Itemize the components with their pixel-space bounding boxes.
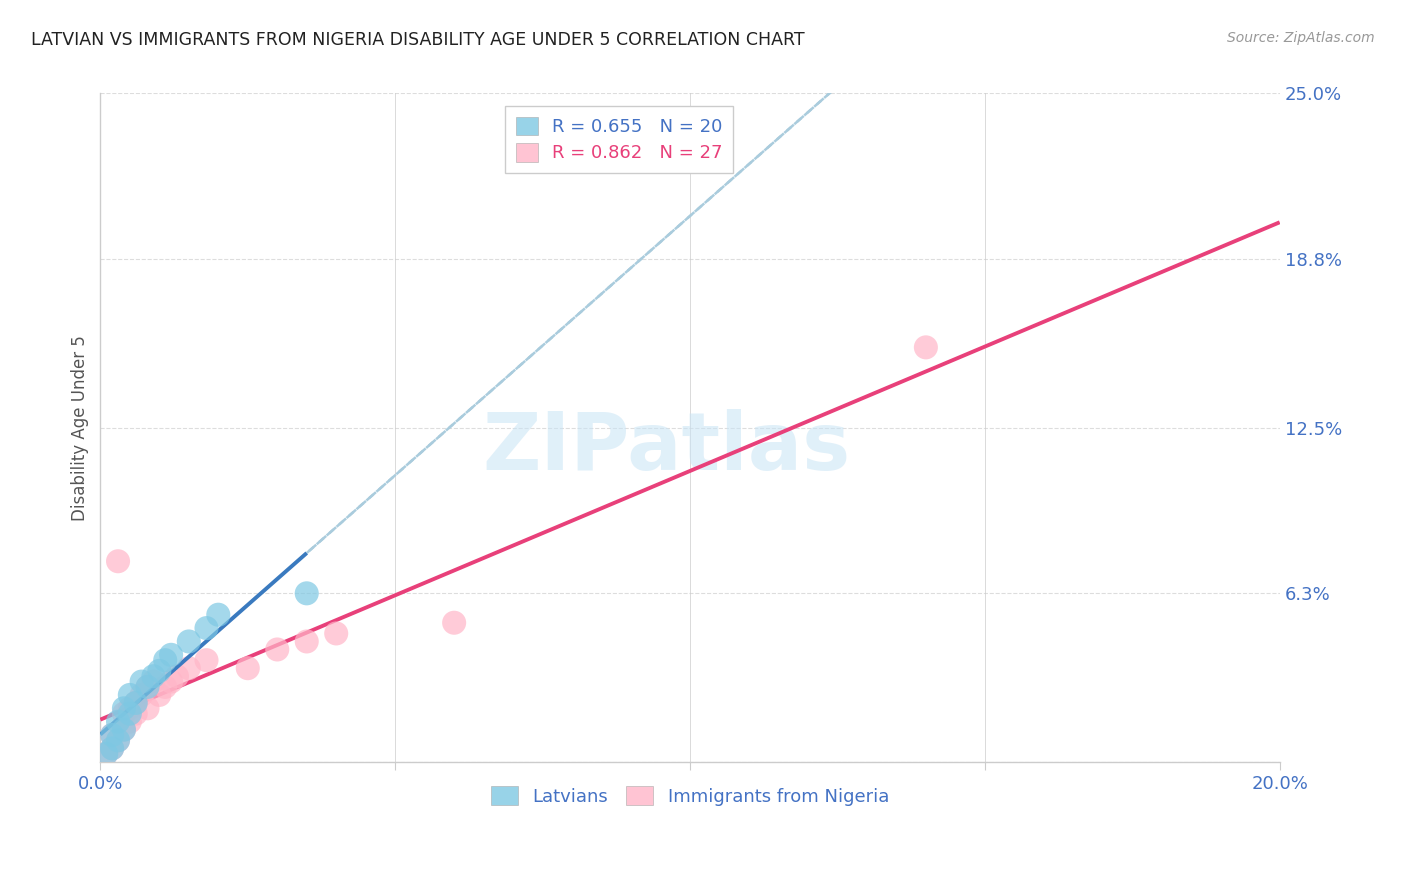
Point bbox=[101, 728, 124, 742]
Point bbox=[195, 653, 218, 667]
Point bbox=[142, 669, 165, 683]
Point bbox=[96, 747, 118, 761]
Point bbox=[325, 626, 347, 640]
Point bbox=[118, 688, 141, 702]
Text: ZIPatlas: ZIPatlas bbox=[482, 409, 851, 487]
Point bbox=[112, 701, 135, 715]
Point bbox=[101, 741, 124, 756]
Legend: Latvians, Immigrants from Nigeria: Latvians, Immigrants from Nigeria bbox=[484, 779, 897, 813]
Y-axis label: Disability Age Under 5: Disability Age Under 5 bbox=[72, 334, 89, 521]
Point bbox=[118, 714, 141, 729]
Point bbox=[160, 648, 183, 662]
Point bbox=[207, 607, 229, 622]
Point bbox=[107, 554, 129, 568]
Point bbox=[112, 723, 135, 737]
Point bbox=[107, 733, 129, 747]
Point bbox=[155, 653, 177, 667]
Point bbox=[295, 634, 318, 648]
Point bbox=[125, 706, 148, 721]
Point bbox=[266, 642, 288, 657]
Point bbox=[125, 696, 148, 710]
Point bbox=[107, 714, 129, 729]
Point bbox=[136, 701, 159, 715]
Point bbox=[101, 728, 124, 742]
Point bbox=[195, 621, 218, 635]
Point bbox=[118, 706, 141, 721]
Point bbox=[112, 706, 135, 721]
Point bbox=[112, 723, 135, 737]
Point bbox=[177, 661, 200, 675]
Point bbox=[160, 674, 183, 689]
Text: Source: ZipAtlas.com: Source: ZipAtlas.com bbox=[1227, 31, 1375, 45]
Point bbox=[148, 688, 170, 702]
Point bbox=[118, 701, 141, 715]
Point bbox=[166, 669, 188, 683]
Point bbox=[131, 674, 153, 689]
Text: LATVIAN VS IMMIGRANTS FROM NIGERIA DISABILITY AGE UNDER 5 CORRELATION CHART: LATVIAN VS IMMIGRANTS FROM NIGERIA DISAB… bbox=[31, 31, 804, 49]
Point bbox=[96, 747, 118, 761]
Point bbox=[125, 696, 148, 710]
Point bbox=[136, 680, 159, 694]
Point bbox=[136, 680, 159, 694]
Point bbox=[101, 741, 124, 756]
Point bbox=[236, 661, 259, 675]
Point bbox=[295, 586, 318, 600]
Point bbox=[915, 340, 938, 354]
Point bbox=[155, 680, 177, 694]
Point bbox=[131, 688, 153, 702]
Point bbox=[107, 733, 129, 747]
Point bbox=[443, 615, 465, 630]
Point bbox=[148, 664, 170, 678]
Point bbox=[177, 634, 200, 648]
Point bbox=[142, 674, 165, 689]
